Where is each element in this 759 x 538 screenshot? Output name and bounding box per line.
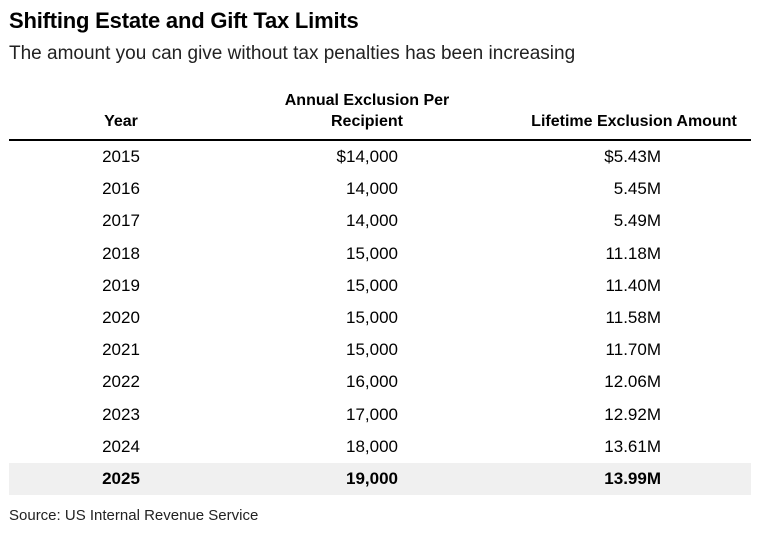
cell-year: 2015 (102, 147, 140, 167)
cell-lifetime-exclusion: 11.18M (605, 243, 661, 263)
header-year: Year (71, 111, 171, 132)
header-annual-line-2: Recipient (330, 113, 403, 130)
chart-subtitle: The amount you can give without tax pena… (9, 43, 576, 64)
cell-lifetime-exclusion: 12.06M (604, 372, 661, 392)
cell-lifetime-exclusion: 11.58M (605, 308, 661, 328)
cell-lifetime-exclusion: 13.99M (604, 468, 661, 488)
header-lifetime-line: Lifetime Exclusion Amount (531, 113, 737, 130)
cell-annual-exclusion: 14,000 (346, 211, 398, 231)
cell-year: 2021 (102, 340, 140, 360)
cell-year: 2022 (102, 372, 140, 392)
cell-annual-exclusion: 15,000 (346, 308, 398, 328)
table-header: Year Annual Exclusion Per Recipient Life… (9, 92, 751, 141)
cell-annual-exclusion: 17,000 (346, 404, 398, 424)
header-year-line: Year (104, 113, 138, 130)
table-body: 2015 $14,000 $5.43M 2016 14,000 5.45M 2017 14,0… (9, 141, 751, 496)
cell-year: 2023 (102, 404, 140, 424)
table-row: 2021 15,000 11.70M (9, 334, 751, 366)
cell-annual-exclusion: 15,000 (346, 340, 398, 360)
cell-lifetime-exclusion: 13.61M (604, 436, 661, 456)
source-note: Source: US Internal Revenue Service (9, 507, 259, 524)
table-row: 2015 $14,000 $5.43M (9, 141, 751, 173)
cell-lifetime-exclusion: 11.70M (605, 340, 661, 360)
cell-year: 2020 (102, 308, 140, 328)
cell-year: 2018 (102, 243, 140, 263)
cell-annual-exclusion: 15,000 (346, 275, 398, 295)
cell-year: 2025 (102, 468, 140, 488)
cell-year: 2019 (102, 275, 140, 295)
cell-annual-exclusion: 18,000 (346, 436, 398, 456)
cell-lifetime-exclusion: 5.49M (613, 211, 661, 231)
table-row: 2020 15,000 11.58M (9, 302, 751, 334)
table-row: 2017 14,000 5.49M (9, 205, 751, 237)
cell-lifetime-exclusion: 12.92M (604, 404, 661, 424)
cell-annual-exclusion: 16,000 (346, 372, 398, 392)
cell-lifetime-exclusion: 11.40M (605, 275, 661, 295)
header-lifetime-exclusion: Lifetime Exclusion Amount (489, 111, 759, 132)
cell-annual-exclusion: 15,000 (346, 243, 398, 263)
cell-year: 2016 (102, 179, 140, 199)
chart-title: Shifting Estate and Gift Tax Limits (9, 8, 359, 33)
table-row: 2019 15,000 11.40M (9, 270, 751, 302)
cell-annual-exclusion: $14,000 (336, 147, 398, 167)
cell-year: 2017 (102, 211, 140, 231)
table-row: 2022 16,000 12.06M (9, 366, 751, 398)
cell-lifetime-exclusion: 5.45M (613, 179, 661, 199)
table-row: 2024 18,000 13.61M (9, 431, 751, 463)
table-row: 2018 15,000 11.18M (9, 238, 751, 270)
table-row: 2016 14,000 5.45M (9, 173, 751, 205)
table-row: 2023 17,000 12.92M (9, 399, 751, 431)
cell-lifetime-exclusion: $5.43M (604, 147, 661, 167)
header-annual-line-1: Annual Exclusion Per (284, 92, 450, 109)
cell-annual-exclusion: 19,000 (346, 468, 398, 488)
cell-year: 2024 (102, 436, 140, 456)
data-table: Year Annual Exclusion Per Recipient Life… (9, 92, 751, 496)
header-annual-exclusion: Annual Exclusion Per Recipient (252, 90, 482, 132)
table-row: 2025 19,000 13.99M (9, 462, 751, 496)
cell-annual-exclusion: 14,000 (346, 179, 398, 199)
